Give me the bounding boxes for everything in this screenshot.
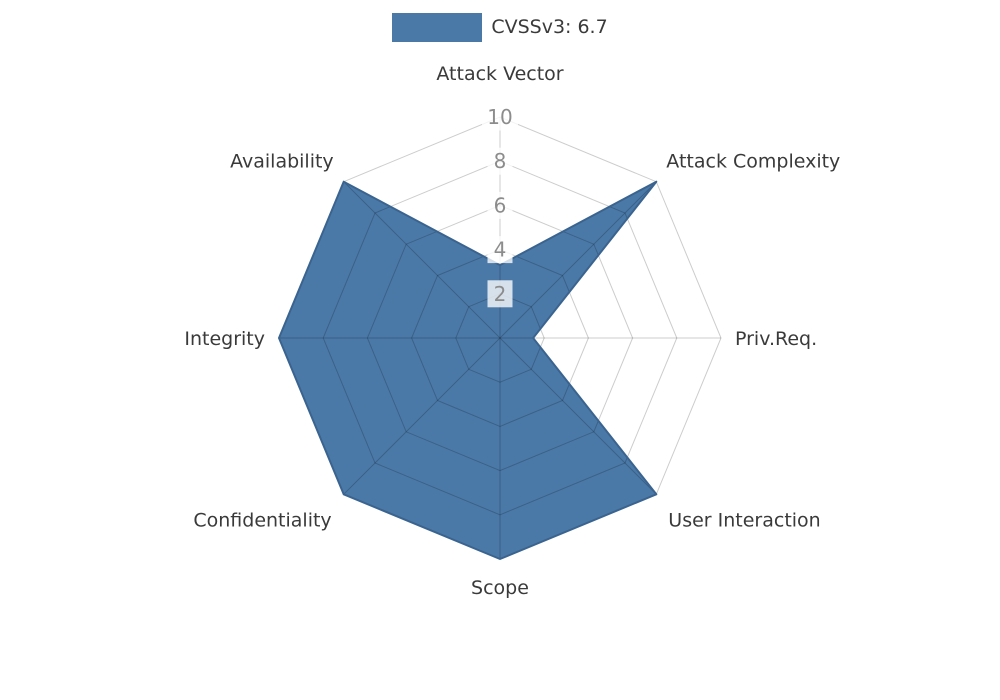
tick-box — [487, 147, 513, 175]
axis-label: Scope — [471, 577, 529, 599]
tick-label: 6 — [494, 193, 507, 217]
axis-label: Attack Vector — [436, 63, 563, 85]
radar-fill-polygon — [279, 181, 657, 559]
axis-label: Confidentiality — [193, 509, 331, 531]
tick-box — [487, 280, 513, 308]
grid-ring — [455, 293, 545, 383]
radar-outline — [278, 180, 658, 560]
grid-ring — [366, 204, 634, 472]
axis-label: Integrity — [184, 328, 265, 350]
axis-label: Attack Complexity — [666, 151, 840, 173]
tick-label: 10 — [487, 105, 512, 129]
tick-label: 8 — [494, 149, 507, 173]
tick-box — [487, 236, 513, 264]
grid-ring — [322, 160, 678, 516]
axis-label: User Interaction — [668, 509, 820, 531]
axis-label: Availability — [230, 151, 334, 173]
tick-label: 4 — [494, 238, 507, 262]
tick-box — [482, 103, 518, 131]
tick-label: 2 — [494, 282, 507, 306]
grid-spoke — [343, 181, 501, 339]
axis-label: Priv.Req. — [735, 328, 817, 350]
tick-box — [487, 191, 513, 219]
grid-spoke — [499, 337, 657, 495]
grid-spoke — [499, 181, 657, 339]
grid-spoke — [343, 337, 501, 495]
grid-ring — [411, 249, 589, 427]
